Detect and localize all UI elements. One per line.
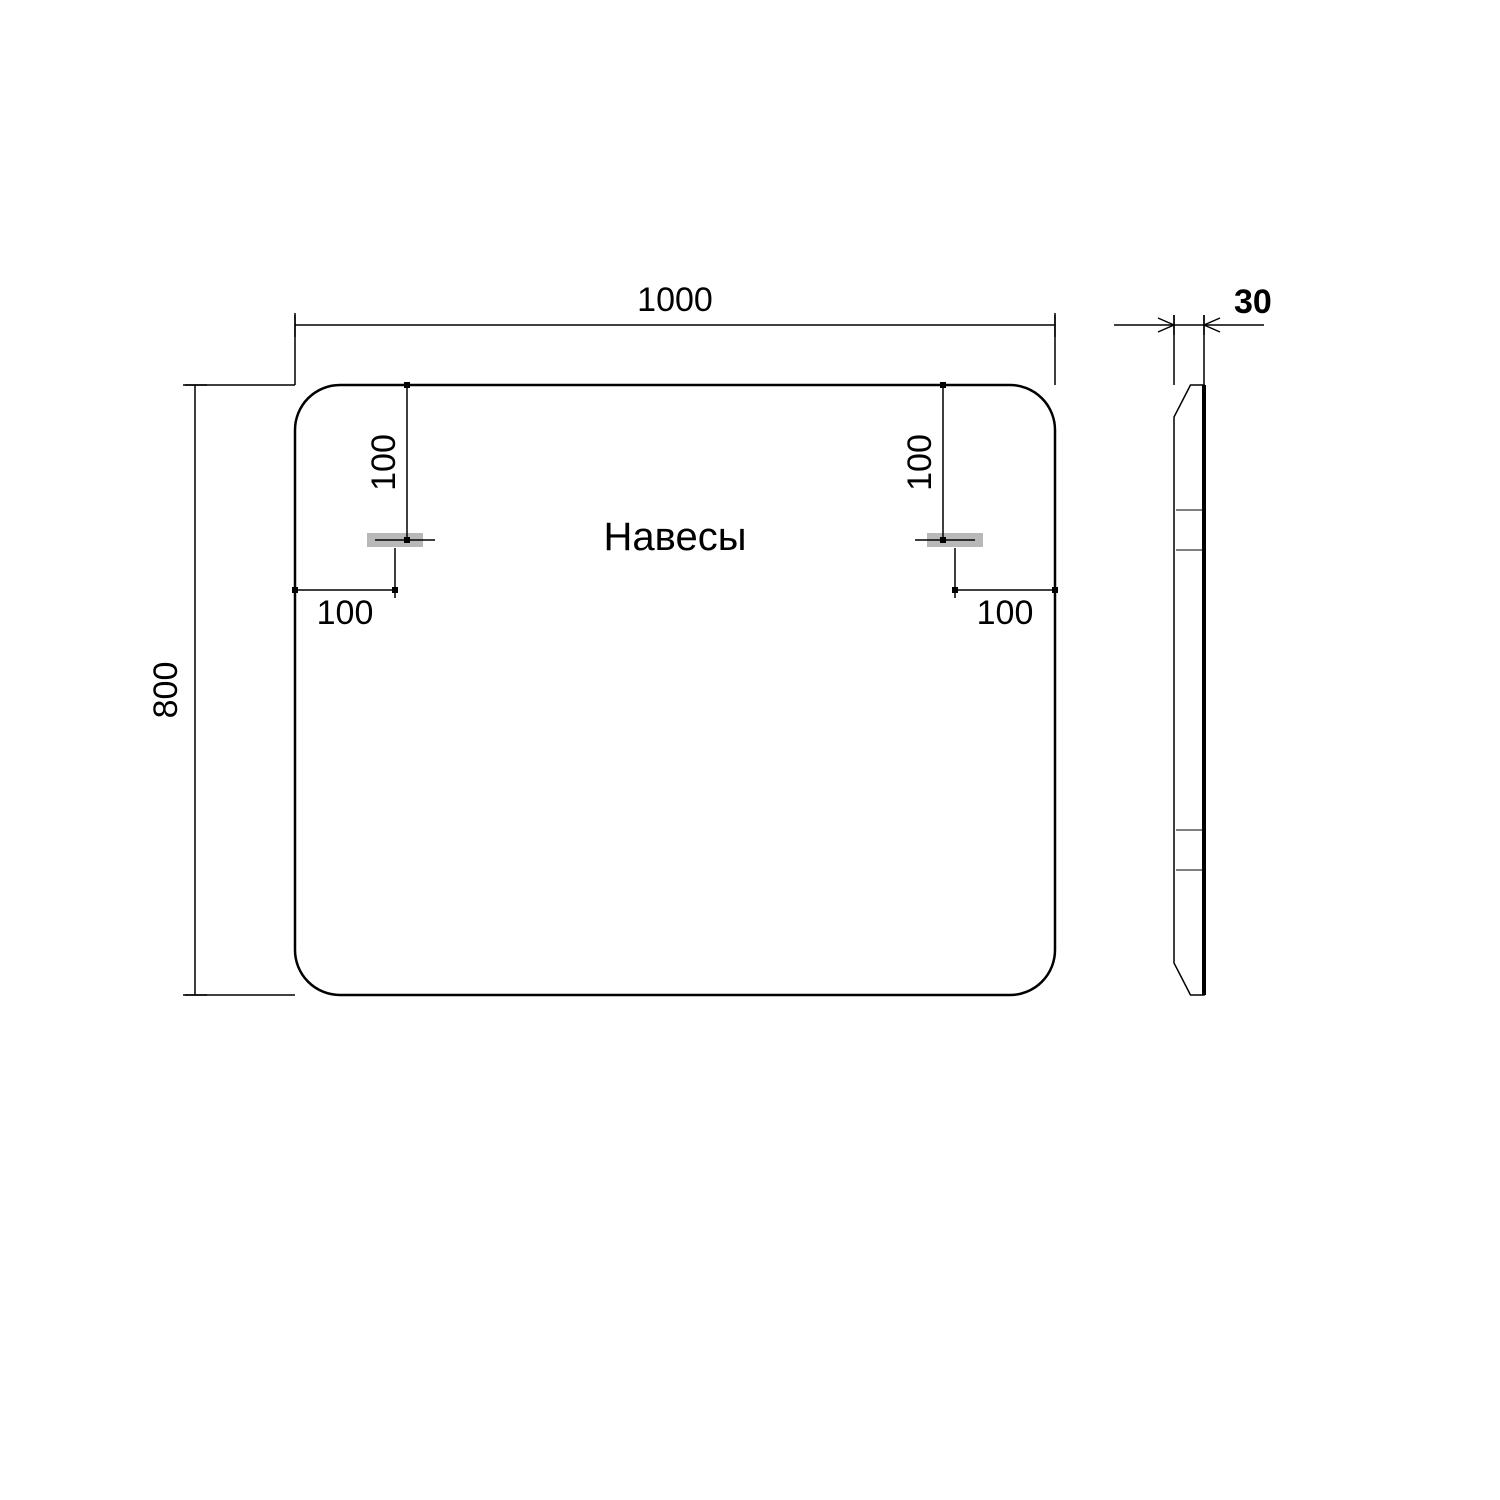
dim-depth: 30 (1234, 283, 1272, 321)
dim-left-horizontal: 100 (317, 594, 374, 632)
dim-right-horizontal: 100 (977, 594, 1034, 632)
dim-left-vertical: 100 (365, 434, 403, 491)
technical-drawing: 100 100 100 100 Навесы 1000 800 30 (0, 0, 1500, 1500)
front-panel (295, 385, 1055, 995)
side-profile (1174, 385, 1204, 995)
dim-width: 1000 (637, 281, 713, 319)
dim-right-vertical: 100 (901, 434, 939, 491)
center-label: Навесы (604, 515, 747, 559)
dim-height: 800 (147, 662, 185, 719)
